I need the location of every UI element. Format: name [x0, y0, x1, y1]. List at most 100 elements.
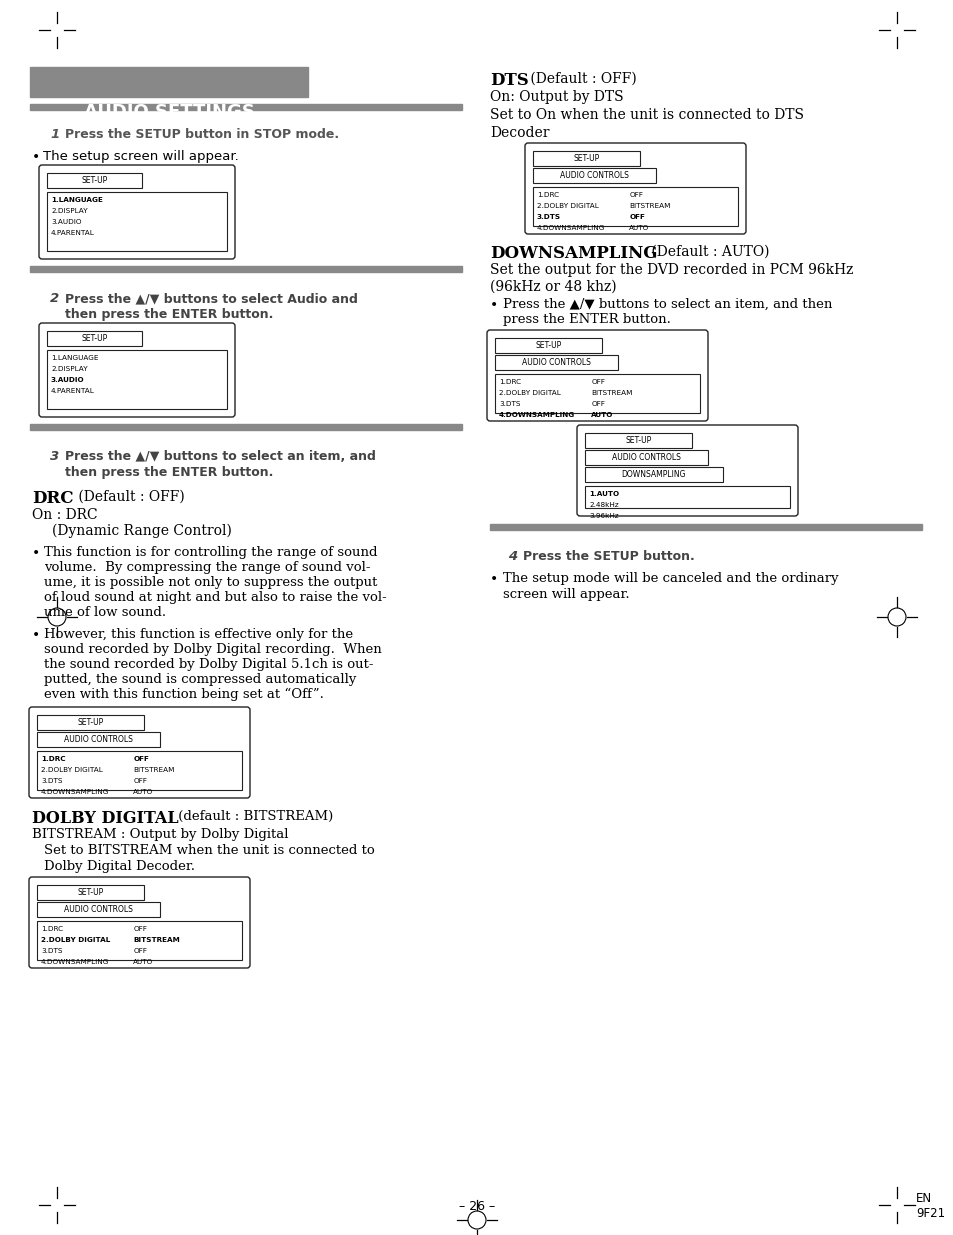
Text: AUDIO CONTROLS: AUDIO CONTROLS: [64, 735, 132, 743]
Text: putted, the sound is compressed automatically: putted, the sound is compressed automati…: [44, 673, 356, 685]
Bar: [495, 374, 700, 412]
Text: •: •: [490, 298, 497, 312]
Text: then press the ENTER button.: then press the ENTER button.: [65, 308, 274, 321]
Text: 2.DOLBY DIGITAL: 2.DOLBY DIGITAL: [498, 390, 560, 396]
Text: 1.LANGUAGE: 1.LANGUAGE: [51, 354, 98, 361]
Bar: [584, 450, 707, 466]
Text: 3.DTS: 3.DTS: [41, 778, 63, 784]
Bar: [584, 433, 692, 448]
Text: – 26 –: – 26 –: [458, 1200, 495, 1213]
Text: even with this function being set at “Off”.: even with this function being set at “Of…: [44, 688, 323, 701]
Text: 1.DRC: 1.DRC: [41, 756, 66, 762]
Text: OFF: OFF: [133, 756, 149, 762]
Bar: [30, 104, 461, 110]
Text: 4.DOWNSAMPLING: 4.DOWNSAMPLING: [41, 960, 110, 965]
Text: AUTO: AUTO: [629, 225, 649, 231]
Text: (96kHz or 48 khz): (96kHz or 48 khz): [490, 280, 616, 294]
Text: AUTO: AUTO: [591, 412, 613, 417]
Text: (default : BITSTREAM): (default : BITSTREAM): [173, 810, 333, 823]
Bar: [47, 350, 227, 409]
Text: 2.48kHz: 2.48kHz: [588, 501, 618, 508]
Text: Press the ▲/▼ buttons to select Audio and: Press the ▲/▼ buttons to select Audio an…: [65, 291, 357, 305]
Text: DTS: DTS: [490, 72, 528, 89]
Text: 4.DOWNSAMPLING: 4.DOWNSAMPLING: [537, 225, 605, 231]
Text: OFF: OFF: [591, 401, 604, 408]
Text: SET-UP: SET-UP: [77, 718, 104, 727]
Bar: [37, 921, 242, 960]
Text: DRC: DRC: [32, 490, 73, 508]
Text: AUDIO CONTROLS: AUDIO CONTROLS: [64, 905, 132, 914]
FancyBboxPatch shape: [29, 706, 250, 798]
Text: 4.PARENTAL: 4.PARENTAL: [51, 388, 94, 394]
Text: •: •: [32, 546, 40, 559]
Text: •: •: [32, 149, 40, 164]
FancyBboxPatch shape: [524, 143, 745, 233]
Text: Press the ▲/▼ buttons to select an item, and: Press the ▲/▼ buttons to select an item,…: [65, 450, 375, 463]
Text: BITSTREAM: BITSTREAM: [629, 203, 670, 209]
Text: screen will appear.: screen will appear.: [502, 588, 629, 601]
Bar: [495, 354, 617, 370]
FancyBboxPatch shape: [577, 425, 797, 516]
Text: 4.DOWNSAMPLING: 4.DOWNSAMPLING: [498, 412, 575, 417]
Text: 3.AUDIO: 3.AUDIO: [51, 377, 85, 383]
Text: press the ENTER button.: press the ENTER button.: [502, 312, 670, 326]
Text: DOWNSAMPLING: DOWNSAMPLING: [621, 471, 685, 479]
Text: BITSTREAM: BITSTREAM: [133, 767, 174, 773]
Bar: [584, 487, 789, 508]
Text: Set to BITSTREAM when the unit is connected to: Set to BITSTREAM when the unit is connec…: [44, 844, 375, 857]
Text: Decoder: Decoder: [490, 126, 549, 140]
Text: OFF: OFF: [629, 214, 644, 220]
Bar: [495, 338, 602, 353]
Text: 1.DRC: 1.DRC: [537, 191, 558, 198]
Bar: [30, 424, 461, 430]
Text: volume.  By compressing the range of sound vol-: volume. By compressing the range of soun…: [44, 561, 370, 574]
Text: OFF: OFF: [629, 191, 642, 198]
Text: 9F21: 9F21: [915, 1207, 944, 1220]
Text: On : DRC: On : DRC: [32, 508, 97, 522]
Text: 3.96kHz: 3.96kHz: [588, 513, 618, 519]
Bar: [37, 885, 144, 900]
Text: ume of low sound.: ume of low sound.: [44, 606, 166, 619]
Bar: [30, 67, 308, 98]
Text: 4.DOWNSAMPLING: 4.DOWNSAMPLING: [41, 789, 110, 795]
Bar: [490, 524, 921, 530]
Text: 1.DRC: 1.DRC: [498, 379, 520, 385]
Bar: [533, 151, 639, 165]
Text: 2.DOLBY DIGITAL: 2.DOLBY DIGITAL: [537, 203, 598, 209]
Bar: [47, 173, 142, 188]
Text: AUDIO CONTROLS: AUDIO CONTROLS: [559, 170, 628, 180]
Text: •: •: [490, 572, 497, 585]
Text: 3.AUDIO: 3.AUDIO: [51, 219, 81, 225]
Text: OFF: OFF: [133, 926, 147, 932]
Bar: [37, 902, 159, 918]
Text: AUTO: AUTO: [133, 789, 153, 795]
Text: SET-UP: SET-UP: [625, 436, 651, 445]
Text: (Default : OFF): (Default : OFF): [525, 72, 636, 86]
Text: AUTO: AUTO: [133, 960, 153, 965]
Text: Press the SETUP button in STOP mode.: Press the SETUP button in STOP mode.: [65, 128, 338, 141]
Text: 3.DTS: 3.DTS: [537, 214, 560, 220]
FancyBboxPatch shape: [29, 877, 250, 968]
Text: The setup screen will appear.: The setup screen will appear.: [43, 149, 238, 163]
Text: AUDIO CONTROLS: AUDIO CONTROLS: [611, 453, 680, 462]
Text: 2: 2: [50, 291, 59, 305]
Text: 1.LANGUAGE: 1.LANGUAGE: [51, 198, 103, 203]
Text: 3.DTS: 3.DTS: [41, 948, 63, 953]
Text: AUDIO SETTINGS: AUDIO SETTINGS: [84, 103, 254, 121]
Text: 4: 4: [507, 550, 517, 563]
Text: (Dynamic Range Control): (Dynamic Range Control): [52, 524, 232, 538]
Bar: [37, 732, 159, 747]
Text: This function is for controlling the range of sound: This function is for controlling the ran…: [44, 546, 377, 559]
Text: sound recorded by Dolby Digital recording.  When: sound recorded by Dolby Digital recordin…: [44, 643, 381, 656]
Text: The setup mode will be canceled and the ordinary: The setup mode will be canceled and the …: [502, 572, 838, 585]
Bar: [533, 186, 738, 226]
Text: 3: 3: [50, 450, 59, 463]
Text: BITSTREAM: BITSTREAM: [591, 390, 632, 396]
Text: 1.DRC: 1.DRC: [41, 926, 63, 932]
Text: 1: 1: [50, 128, 59, 141]
FancyBboxPatch shape: [39, 324, 234, 417]
Bar: [37, 715, 144, 730]
Text: DOLBY DIGITAL: DOLBY DIGITAL: [32, 810, 178, 827]
Text: OFF: OFF: [591, 379, 604, 385]
Text: •: •: [32, 629, 40, 642]
